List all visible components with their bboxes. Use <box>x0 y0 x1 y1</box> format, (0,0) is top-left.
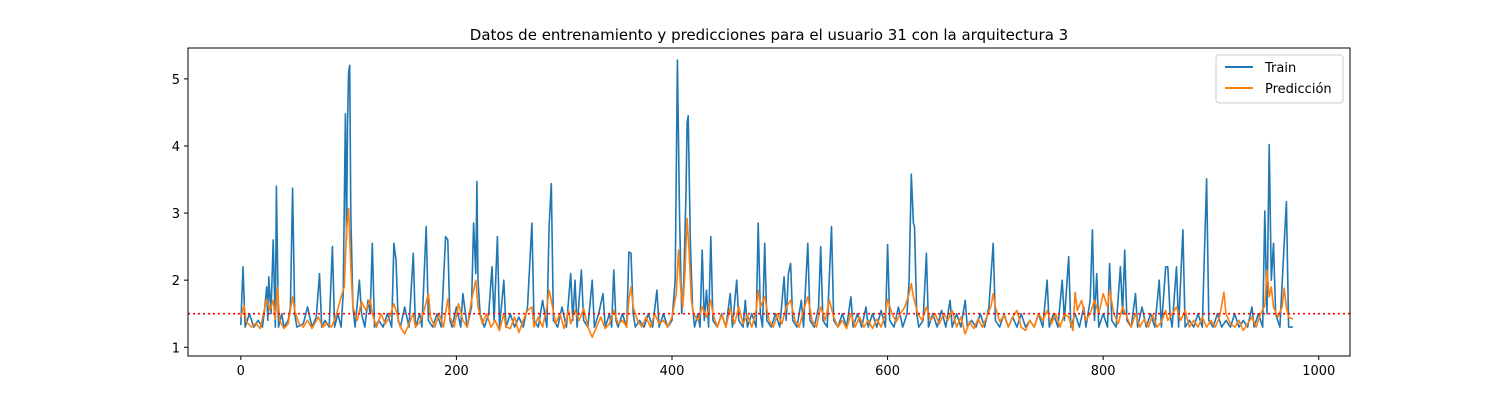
plot-area <box>188 60 1350 337</box>
y-tick-label: 4 <box>172 140 180 155</box>
y-tick-label: 1 <box>172 341 180 356</box>
x-tick-label: 200 <box>444 364 469 379</box>
x-tick-label: 1000 <box>1302 364 1335 379</box>
y-axis-ticks: 1 2 3 4 5 <box>172 73 188 356</box>
series-line-train <box>241 60 1293 327</box>
x-axis-ticks: 0 200 400 600 800 1000 <box>237 356 1336 379</box>
x-tick-label: 0 <box>237 364 245 379</box>
legend-prediction-label: Predicción <box>1265 82 1332 97</box>
plot-frame <box>188 48 1350 356</box>
y-tick-label: 5 <box>172 73 180 88</box>
y-tick-label: 3 <box>172 207 180 222</box>
x-tick-label: 600 <box>875 364 900 379</box>
y-tick-label: 2 <box>172 274 180 289</box>
x-tick-label: 400 <box>660 364 685 379</box>
chart-title: Datos de entrenamiento y predicciones pa… <box>470 26 1068 44</box>
legend: Train Predicción <box>1216 55 1343 103</box>
x-tick-label: 800 <box>1091 364 1116 379</box>
legend-train-label: Train <box>1264 61 1296 76</box>
